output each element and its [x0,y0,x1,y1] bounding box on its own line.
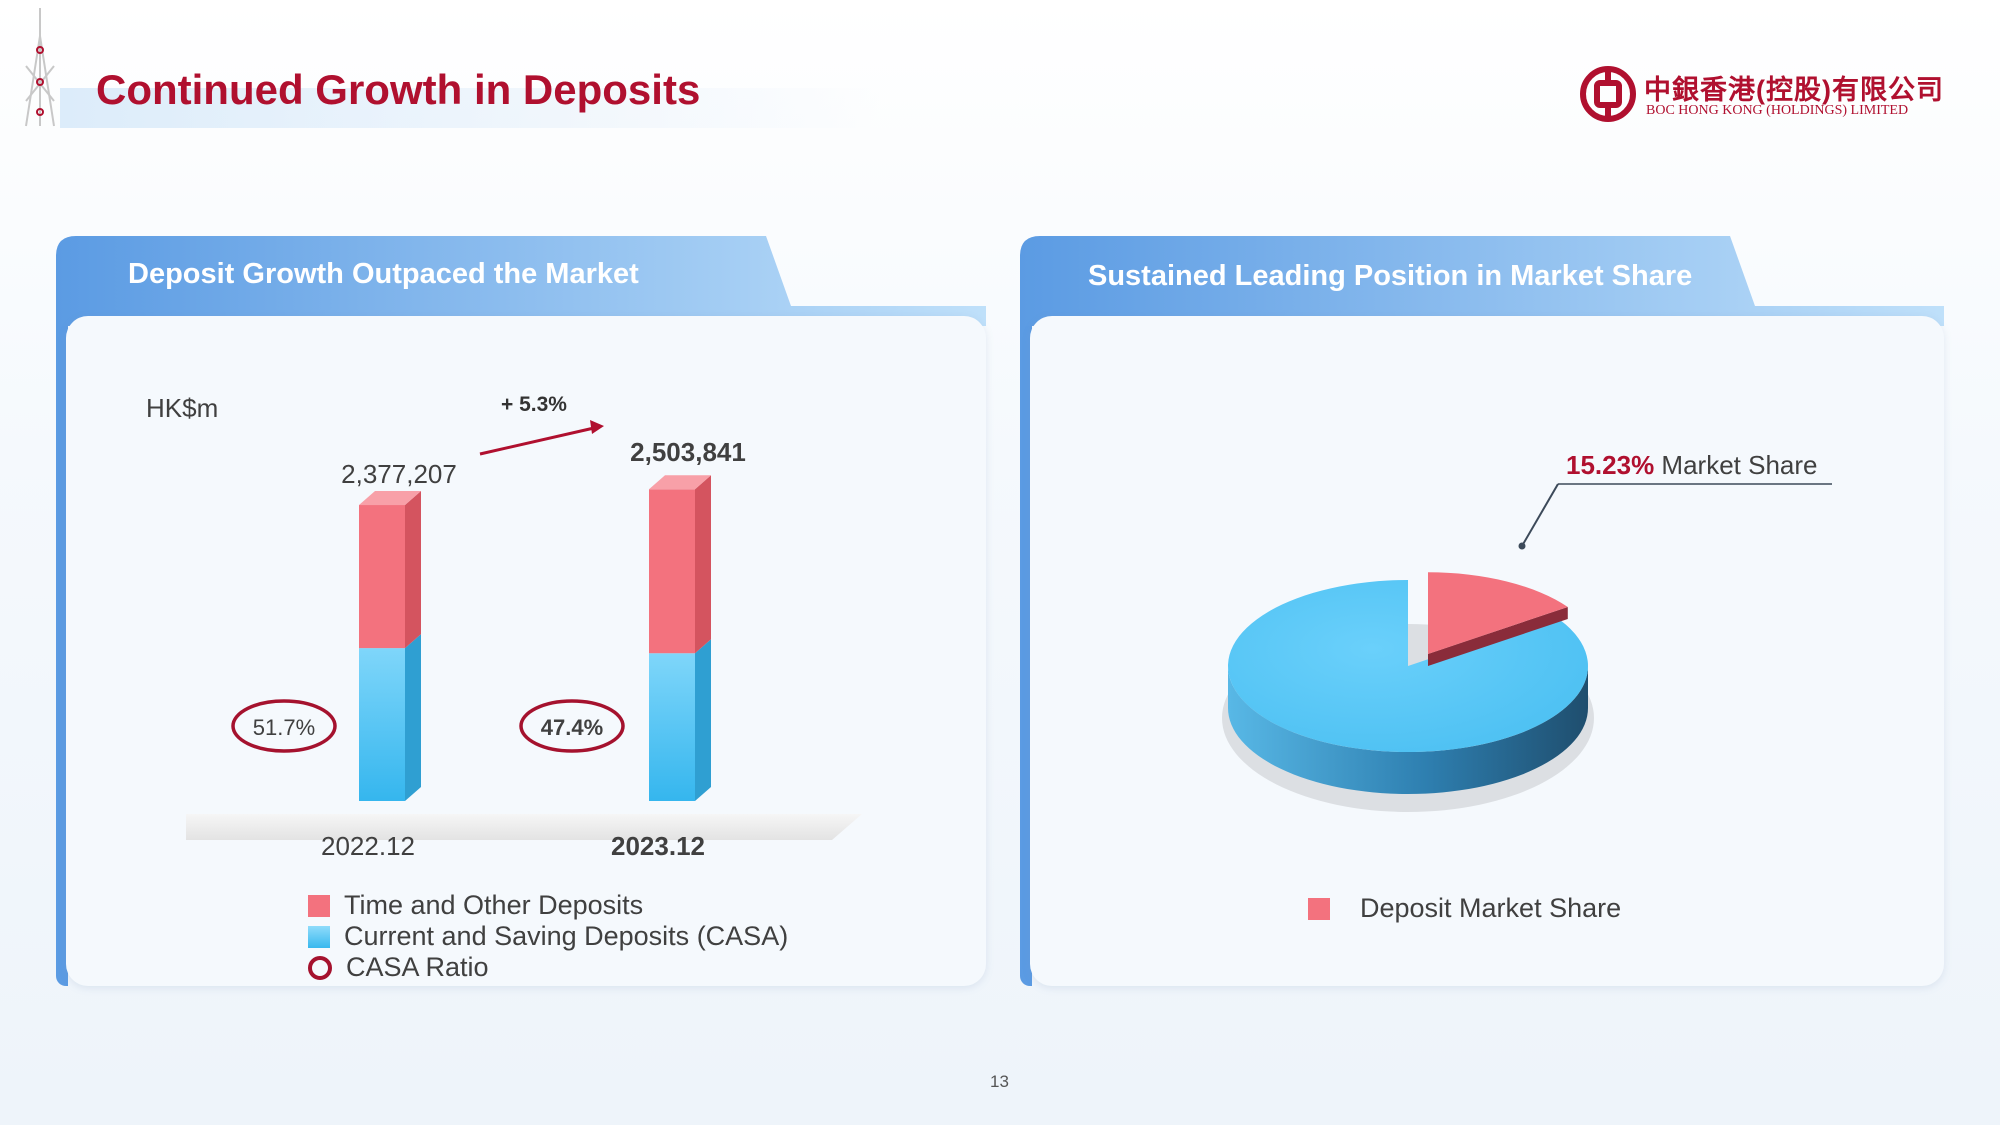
legend-ring-icon [308,955,332,980]
casa-ratio-label: 51.7% [253,715,315,740]
page-number: 13 [990,1072,1009,1091]
callout-dot [1518,542,1526,550]
bar-casa-side [405,634,421,801]
legend-casa-ratio: CASA Ratio [308,952,489,983]
legend-time-deposits: Time and Other Deposits [308,890,643,921]
legend-label: Time and Other Deposits [344,890,644,920]
pie-slice-side [1228,666,1588,794]
panel-title: Sustained Leading Position in Market Sha… [1088,260,1693,292]
x-tick-label: 2022.12 [321,831,415,861]
chart-floor [186,814,862,840]
legend-deposit-market-share: Deposit Market Share [1308,893,1621,924]
casa-ratio-ring [519,699,625,753]
bar-casa [359,648,405,801]
panel-edge [56,296,68,986]
total-label: 2,503,841 [630,437,746,467]
total-label: 2,377,207 [341,459,457,489]
legend-swatch-red [308,894,330,917]
logo-english-name: BOC HONG KONG (HOLDINGS) LIMITED [1646,103,1909,118]
growth-label: + 5.3% [501,393,567,416]
legend-label: Current and Saving Deposits (CASA) [344,921,789,951]
pie-slice-highlight-side [1428,606,1568,666]
bar-time-deposits-side [695,475,711,654]
tower-icon [25,8,55,127]
deposit-bar-chart: 2022.12 2,377,207 51.7% 2023.12 2,503,841 47.… [186,437,862,861]
legend-label: CASA Ratio [346,952,489,982]
casa-ratio-label: 47.4% [541,715,603,740]
legend-swatch-blue [308,925,330,948]
page-title: Continued Growth in Deposits [96,66,701,113]
panel-edge [1020,296,1032,986]
panel-header: Sustained Leading Position in Market Sha… [1020,236,1944,326]
legend-swatch-red [1308,897,1330,920]
bar-casa-side [695,639,711,801]
logo-chinese-name: 中銀香港(控股)有限公司 [1644,75,1944,105]
legend-casa: Current and Saving Deposits (CASA) [308,921,788,952]
panel-title: Deposit Growth Outpaced the Market [128,258,639,290]
market-share-pie-chart [1222,483,1832,812]
unit-label: HK$m [146,393,219,423]
pie-callout: 15.23% Market Share [1566,450,1818,481]
bar-time-deposits [359,505,405,649]
bar-time-deposits [649,489,695,654]
bar-casa [649,653,695,801]
callout-leader [1521,483,1559,547]
x-tick-label: 2023.12 [611,831,705,861]
callout-value: 15.23% [1566,450,1655,480]
bar-top [649,475,711,490]
bank-logo-icon [1580,66,1636,122]
panel-header: Deposit Growth Outpaced the Market [56,236,986,326]
growth-arrow-icon [479,420,604,456]
panel-body [66,316,986,986]
title-band [60,88,880,128]
pie-slice-other [1228,580,1588,752]
market-share-panel: Sustained Leading Position in Market Sha… [1020,236,1944,986]
legend-label: Deposit Market Share [1360,893,1622,923]
deposit-growth-panel: Deposit Growth Outpaced the Market 2022.… [56,236,986,986]
bar-time-deposits-side [405,491,421,649]
bar-top [359,491,421,506]
callout-text: Market Share [1661,450,1818,480]
pie-slice-highlight [1428,572,1568,654]
casa-ratio-ring [231,699,337,753]
